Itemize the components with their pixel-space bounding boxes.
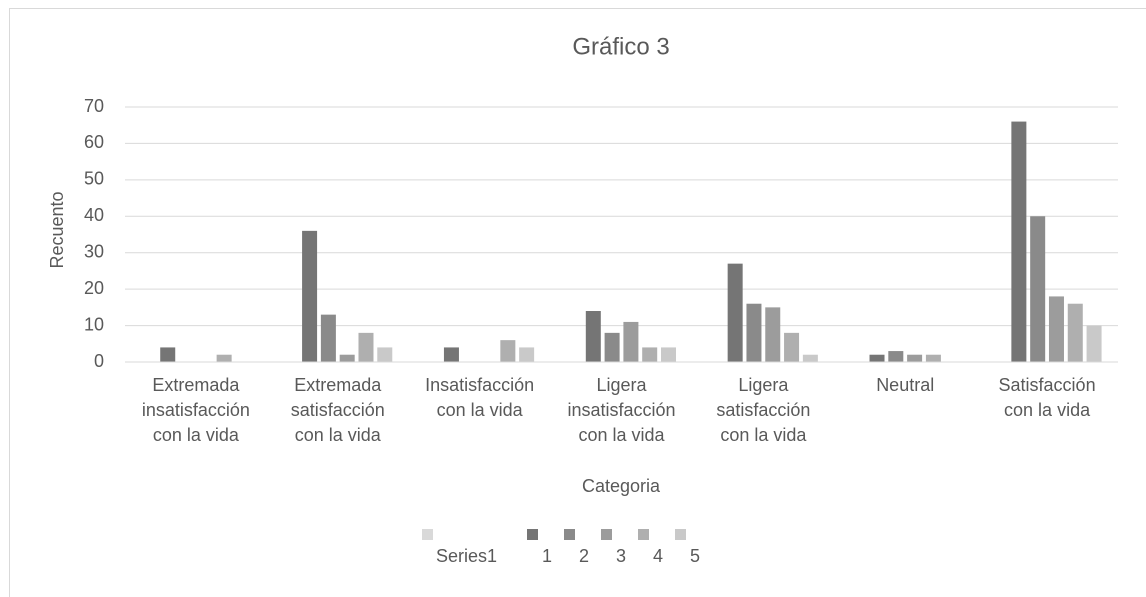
y-tick-label: 10 <box>84 314 104 334</box>
x-axis-title: Categoria <box>582 476 661 496</box>
legend-label: 2 <box>579 546 589 566</box>
legend-swatch <box>527 529 538 540</box>
bar <box>925 354 941 362</box>
bar <box>1086 325 1102 362</box>
bar <box>661 347 676 362</box>
legend-label: 4 <box>653 546 663 566</box>
bar <box>623 321 639 362</box>
bar <box>320 314 336 362</box>
x-tick-label: Neutral <box>876 375 934 395</box>
y-tick-label: 30 <box>84 241 104 261</box>
chart-border <box>9 8 1146 597</box>
bar <box>765 307 781 362</box>
legend-swatch <box>422 529 433 540</box>
y-tick-label: 60 <box>84 132 104 152</box>
bar <box>160 347 176 362</box>
x-tick-label: Ligera satisfacción con la vida <box>716 375 810 445</box>
x-tick-label: Ligera insatisfacción con la vida <box>567 375 675 445</box>
x-tick-label: Satisfacción con la vida <box>999 375 1096 420</box>
legend-swatch <box>638 529 649 540</box>
x-tick-label: Insatisfacción con la vida <box>425 375 534 420</box>
legend-label: Series1 <box>436 546 497 566</box>
bar <box>302 230 318 362</box>
y-tick-label: 0 <box>94 351 104 371</box>
legend-swatch <box>601 529 612 540</box>
legend-label: 1 <box>542 546 552 566</box>
bar <box>642 347 658 362</box>
bar <box>1030 216 1046 362</box>
y-tick-label: 70 <box>84 96 104 116</box>
legend-label: 5 <box>690 546 700 566</box>
bar <box>869 354 885 362</box>
legend-swatch <box>675 529 686 540</box>
bar <box>443 347 459 362</box>
y-tick-label: 50 <box>84 169 104 189</box>
bar <box>1011 121 1027 362</box>
bar <box>339 354 355 362</box>
x-tick-label: Extremada insatisfacción con la vida <box>142 375 250 445</box>
bar <box>585 311 601 362</box>
bar <box>377 347 393 362</box>
y-axis-title: Recuento <box>47 191 67 268</box>
bar <box>802 354 818 362</box>
bar <box>604 332 620 362</box>
bar <box>727 263 743 362</box>
legend-swatch <box>564 529 575 540</box>
bar <box>907 354 923 362</box>
chart-title: Gráfico 3 <box>572 33 669 60</box>
bar <box>1048 296 1064 362</box>
y-tick-label: 40 <box>84 205 104 225</box>
bar <box>1067 303 1083 362</box>
legend-label: 3 <box>616 546 626 566</box>
x-tick-label: Extremada satisfacción con la vida <box>291 375 385 445</box>
bar <box>358 332 374 362</box>
bar <box>216 354 232 362</box>
bar <box>500 340 516 362</box>
bar <box>746 303 762 362</box>
y-tick-label: 20 <box>84 278 104 298</box>
bar <box>784 332 800 362</box>
bar <box>519 347 535 362</box>
bar <box>888 351 904 362</box>
